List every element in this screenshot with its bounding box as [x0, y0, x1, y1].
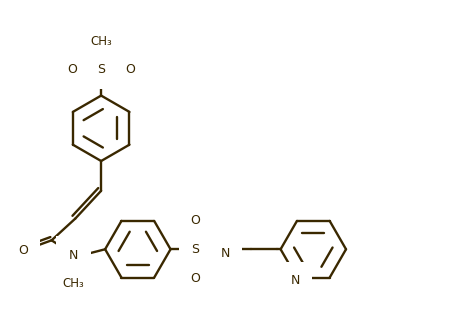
Text: O: O	[191, 271, 200, 284]
Text: N: N	[290, 274, 300, 287]
Text: O: O	[191, 214, 200, 227]
Text: O: O	[18, 244, 28, 257]
Text: H: H	[221, 238, 229, 248]
Text: S: S	[97, 63, 105, 76]
Text: O: O	[125, 63, 135, 76]
Text: CH₃: CH₃	[63, 278, 84, 291]
Text: N: N	[220, 247, 230, 260]
Text: CH₃: CH₃	[90, 34, 112, 47]
Text: O: O	[67, 63, 78, 76]
Text: S: S	[191, 243, 199, 256]
Text: N: N	[69, 249, 78, 262]
